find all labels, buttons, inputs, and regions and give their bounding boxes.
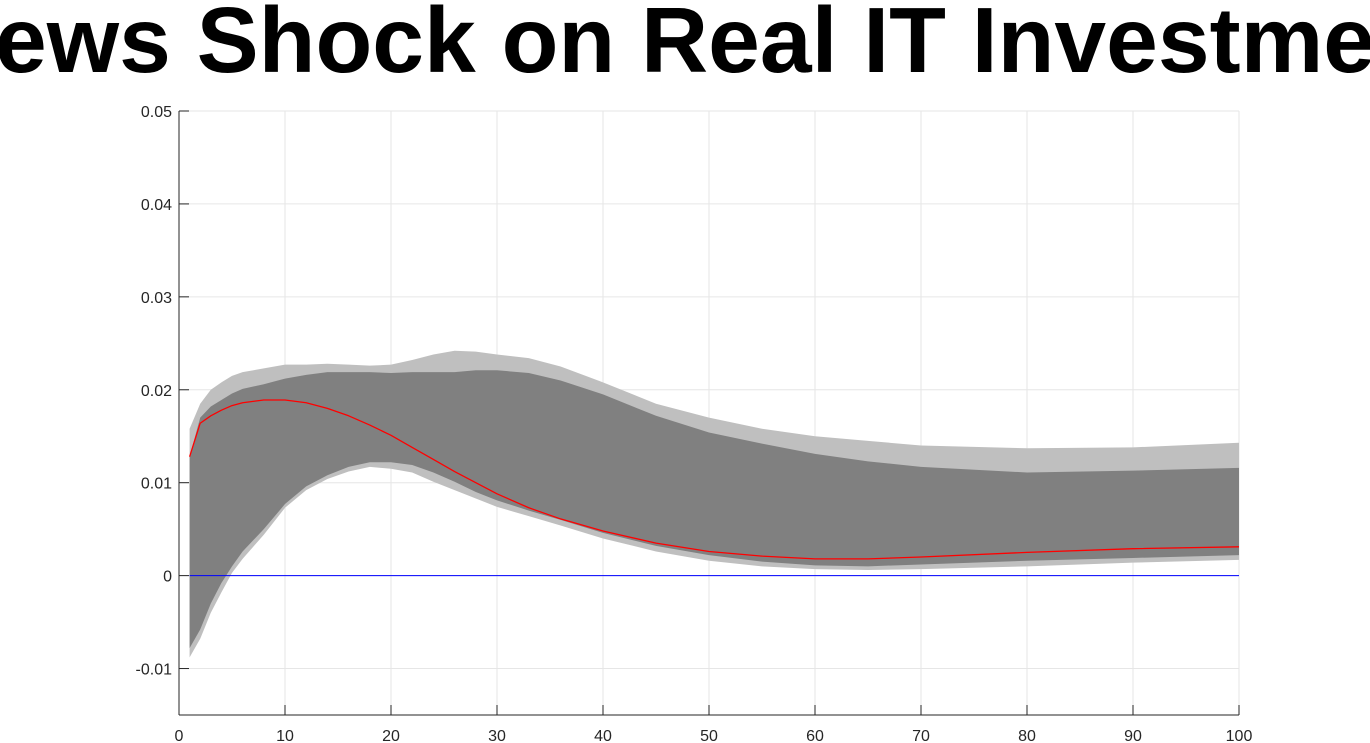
tick-label-layer: 0 10 20 30 40 50 60 70 80 90 100 -0.01 0 0.01 0.02 0.03… [136, 104, 1253, 743]
y-tick-label: 0.05 [141, 104, 172, 121]
y-tick-label: 0.01 [141, 476, 172, 493]
line-layer [188, 399, 1240, 577]
x-tick-label: 50 [700, 728, 718, 743]
x-tick-label: 0 [175, 728, 184, 743]
x-tick-label: 80 [1018, 728, 1036, 743]
x-tick-label: 40 [594, 728, 612, 743]
x-tick-label: 100 [1226, 728, 1253, 743]
inner-band-area [189, 370, 1240, 649]
x-tick-label: 30 [488, 728, 506, 743]
x-tick-label: 90 [1124, 728, 1142, 743]
x-tick-label: 60 [806, 728, 824, 743]
x-tick-label: 20 [382, 728, 400, 743]
y-tick-label: 0 [163, 569, 172, 586]
y-tick-label: 0.02 [141, 383, 172, 400]
x-tick-label: 10 [276, 728, 294, 743]
x-tick-label: 70 [912, 728, 930, 743]
y-tick-label: 0.03 [141, 290, 172, 307]
y-tick-label: -0.01 [136, 662, 173, 679]
y-tick-label: 0.04 [141, 197, 172, 214]
chart-title: ews Shock on Real IT Investme [0, 0, 1370, 92]
axis-layer [178, 110, 1240, 716]
median-response-line [188, 399, 1240, 560]
band-layer [189, 350, 1240, 658]
